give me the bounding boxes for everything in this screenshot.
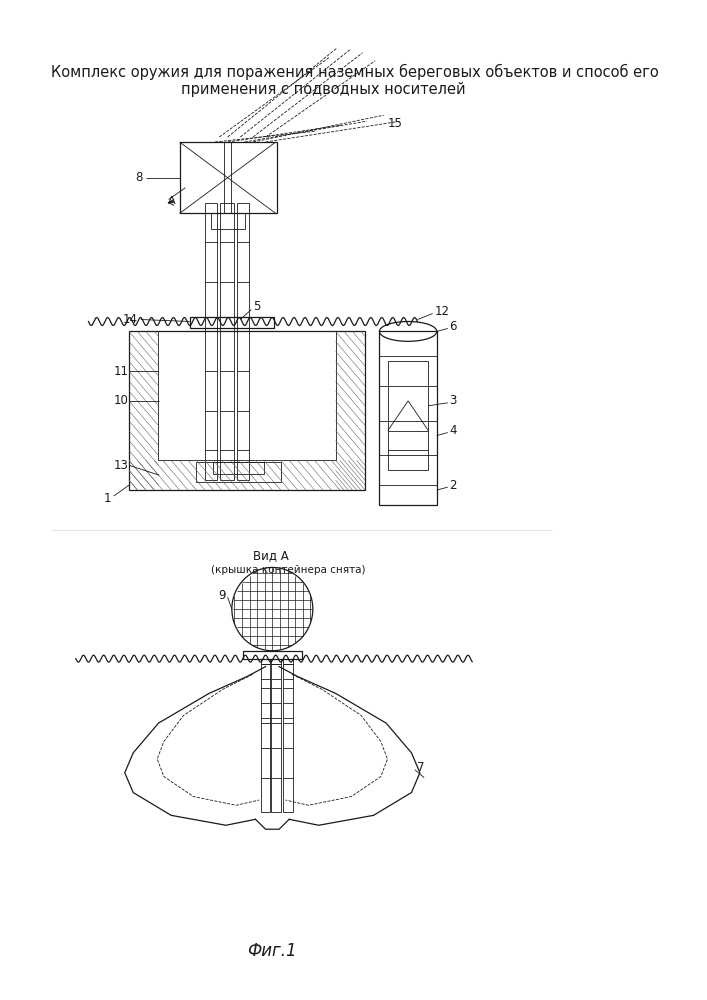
Bar	[243, 651, 302, 659]
Text: 4: 4	[450, 424, 457, 437]
Text: Фиг.1: Фиг.1	[247, 942, 297, 960]
Text: (крышка контейнера снята): (крышка контейнера снята)	[211, 565, 366, 575]
Text: 11: 11	[114, 365, 129, 378]
Text: 3: 3	[450, 394, 457, 407]
Bar	[237, 202, 249, 480]
Bar	[271, 659, 281, 664]
Bar	[214, 462, 264, 474]
Bar	[220, 202, 233, 480]
Text: применения с подводных носителей: применения с подводных носителей	[181, 82, 466, 97]
Bar	[197, 462, 281, 482]
Text: 8: 8	[135, 171, 142, 184]
Text: 1: 1	[104, 492, 111, 505]
Text: Вид А: Вид А	[253, 549, 288, 562]
Bar	[158, 331, 336, 460]
Text: 14: 14	[122, 313, 137, 326]
Text: 6: 6	[450, 320, 457, 333]
Bar	[271, 664, 281, 812]
Text: 10: 10	[114, 394, 129, 407]
Bar	[284, 664, 293, 812]
Bar	[261, 664, 270, 812]
Bar	[129, 331, 365, 490]
Bar	[261, 659, 270, 664]
Text: 5: 5	[253, 300, 260, 313]
Bar	[380, 331, 437, 505]
Text: 13: 13	[114, 459, 129, 472]
Bar	[189, 317, 274, 328]
Bar	[388, 361, 428, 470]
Bar	[205, 202, 216, 480]
Text: А: А	[168, 196, 175, 206]
Text: Комплекс оружия для поражения наземных береговых объектов и способ его: Комплекс оружия для поражения наземных б…	[50, 64, 658, 80]
Bar	[180, 142, 276, 213]
Text: 15: 15	[388, 117, 403, 130]
Text: 2: 2	[450, 479, 457, 492]
Bar	[284, 659, 293, 664]
Text: 9: 9	[218, 589, 226, 602]
Bar	[211, 213, 245, 229]
Text: 12: 12	[434, 305, 449, 318]
Text: 7: 7	[417, 761, 425, 774]
